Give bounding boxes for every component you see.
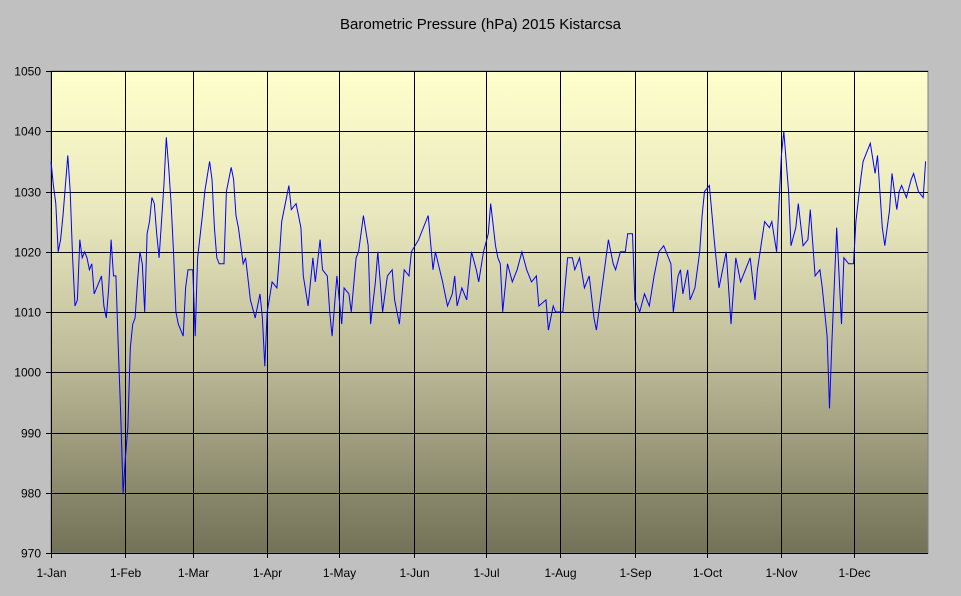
x-tick-label: 1-Jan <box>36 566 66 580</box>
x-tick-label: 1-Oct <box>693 566 723 580</box>
y-tick-label: 1000 <box>14 366 41 380</box>
x-tick-label: 1-May <box>323 566 356 580</box>
y-tick-label: 990 <box>21 427 41 441</box>
pressure-series-line <box>50 131 927 493</box>
y-tick-label: 980 <box>21 487 41 501</box>
x-tick-label: 1-Jun <box>399 566 429 580</box>
y-tick-label: 1010 <box>14 306 41 320</box>
y-tick-label: 1040 <box>14 125 41 139</box>
y-tick-label: 1030 <box>14 186 41 200</box>
x-tick-label: 1-Apr <box>253 566 282 580</box>
x-tick-label: 1-Sep <box>619 566 651 580</box>
y-tick-label: 1050 <box>14 65 41 79</box>
chart-title: Barometric Pressure (hPa) 2015 Kistarcsa <box>340 16 621 33</box>
x-tick-label: 1-Nov <box>765 566 797 580</box>
y-tick-label: 1020 <box>14 246 41 260</box>
y-tick-label: 970 <box>21 547 41 561</box>
x-tick-label: 1-Feb <box>110 566 142 580</box>
x-tick-label: 1-Dec <box>838 566 870 580</box>
x-tick-label: 1-Mar <box>178 566 209 580</box>
x-tick-label: 1-Aug <box>544 566 576 580</box>
x-tick-label: 1-Jul <box>473 566 499 580</box>
